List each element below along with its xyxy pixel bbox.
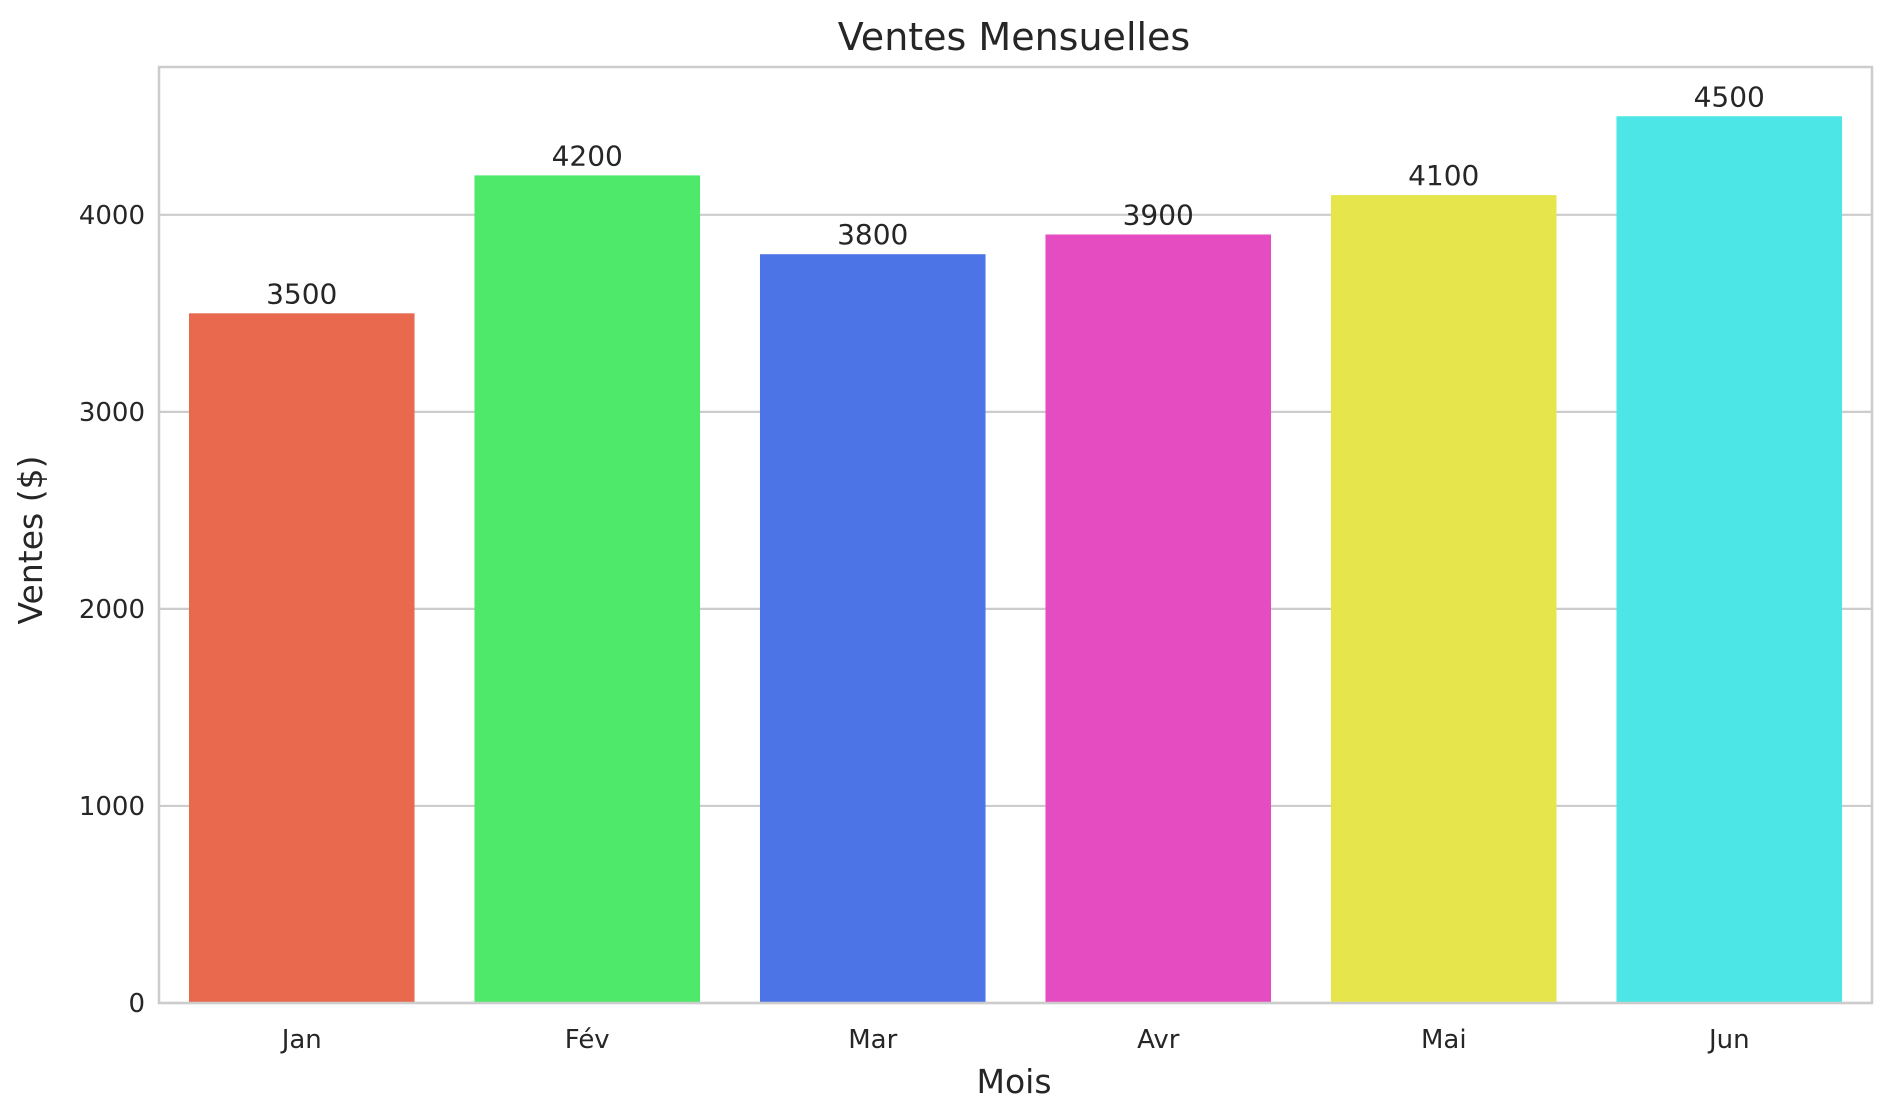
x-tick-label: Jun [1707, 1025, 1750, 1055]
y-tick-label: 3000 [79, 398, 145, 428]
bar-value-label: 3900 [1123, 198, 1194, 231]
y-tick-label: 1000 [79, 792, 145, 822]
y-axis-title: Ventes ($) [11, 456, 50, 625]
plot-frame [157, 65, 1874, 1005]
bar-jun [1616, 116, 1843, 1003]
x-axis-title: Mois [976, 1062, 1051, 1101]
bar-jan [188, 313, 415, 1003]
bar-value-label: 4500 [1694, 80, 1765, 113]
y-tick-label: 2000 [79, 595, 145, 625]
x-tick-label: Mai [1421, 1025, 1467, 1055]
y-tick-label: 0 [128, 989, 145, 1019]
bar-value-label: 3500 [266, 277, 337, 310]
y-tick-labels: 0 1000 2000 3000 4000 [79, 201, 145, 1019]
x-tick-label: Jan [280, 1025, 322, 1055]
bar-value-label: 4100 [1408, 159, 1479, 192]
x-tick-label: Avr [1137, 1025, 1180, 1055]
x-tick-label: Mar [848, 1025, 897, 1055]
x-tick-labels: Jan Fév Mar Avr Mai Jun [280, 1025, 1750, 1055]
x-tick-label: Fév [565, 1025, 610, 1055]
bar-mai [1330, 195, 1557, 1003]
bar-mar [759, 254, 986, 1003]
bar-value-label: 4200 [552, 139, 623, 172]
bar-fév [474, 175, 701, 1003]
y-tick-label: 4000 [79, 201, 145, 231]
bars [188, 116, 1843, 1003]
bar-avr [1045, 234, 1272, 1003]
bar-value-label: 3800 [837, 218, 908, 251]
bar-value-labels: 3500 4200 3800 3900 4100 4500 [266, 80, 1765, 310]
chart-title: Ventes Mensuelles [838, 15, 1190, 59]
